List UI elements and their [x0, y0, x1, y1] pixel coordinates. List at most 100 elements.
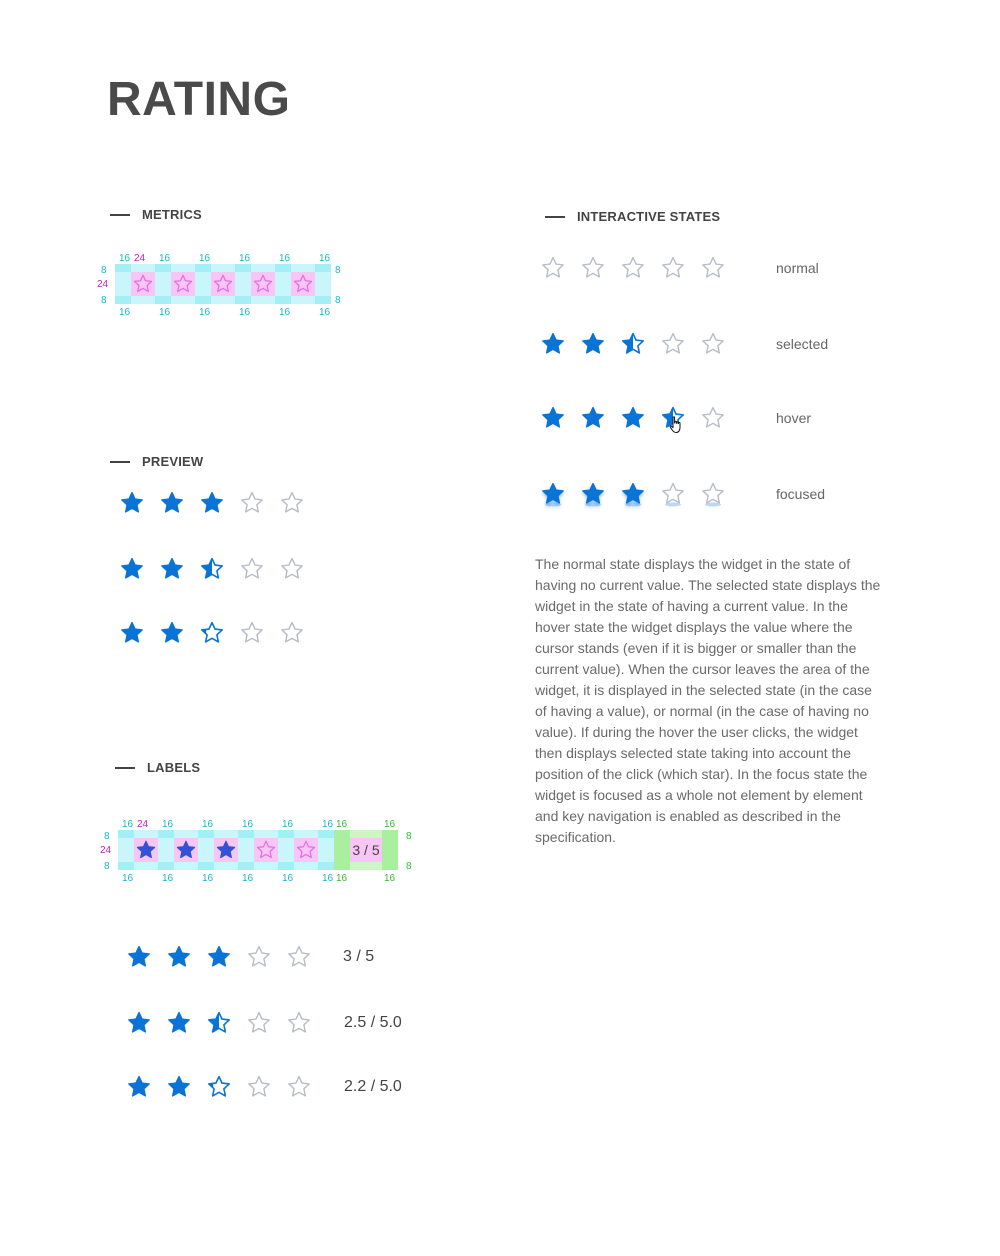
star-icon[interactable]	[287, 1075, 311, 1099]
gap-marker	[115, 264, 131, 272]
star-icon[interactable]	[200, 491, 224, 515]
gap-marker	[195, 264, 211, 272]
rating-stars[interactable]	[127, 1075, 311, 1099]
star-icon[interactable]	[541, 482, 565, 507]
label-gap-label: 16	[384, 819, 396, 830]
star-icon[interactable]	[541, 406, 565, 430]
gap-label: 16	[279, 307, 291, 318]
star-icon[interactable]	[200, 557, 224, 581]
star-icon[interactable]	[661, 332, 685, 356]
rating-stars[interactable]	[120, 621, 304, 645]
rating-stars[interactable]	[541, 256, 725, 280]
star-icon[interactable]	[247, 945, 271, 969]
star-icon[interactable]	[167, 1075, 191, 1099]
gap-label: 16	[239, 253, 251, 264]
star-icon[interactable]	[207, 1075, 231, 1099]
star-icon[interactable]	[541, 256, 565, 280]
rating-stars[interactable]	[120, 491, 304, 515]
rating-stars[interactable]	[127, 1011, 311, 1035]
gap-marker	[318, 830, 334, 838]
rating-stars[interactable]	[120, 557, 304, 581]
star-icon[interactable]	[247, 1011, 271, 1035]
star-icon[interactable]	[240, 621, 264, 645]
star-icon[interactable]	[621, 332, 645, 356]
rating-stars[interactable]	[127, 945, 311, 969]
state-row-hover: hover	[541, 406, 811, 433]
padding-label: 8	[406, 831, 412, 842]
star-icon[interactable]	[240, 491, 264, 515]
star-icon	[293, 274, 313, 294]
star-icon	[133, 274, 153, 294]
gap-label: 16	[119, 253, 131, 264]
star-icon[interactable]	[280, 557, 304, 581]
gap-label: 16	[202, 873, 214, 884]
star-icon[interactable]	[621, 406, 645, 430]
gap-marker	[318, 862, 334, 870]
star-icon[interactable]	[701, 256, 725, 280]
gap-label: 16	[162, 819, 174, 830]
star-icon[interactable]	[621, 482, 645, 507]
rating-stars[interactable]	[541, 406, 725, 430]
star-icon[interactable]	[120, 491, 144, 515]
star-icon[interactable]	[200, 621, 224, 645]
gap-label: 16	[319, 253, 331, 264]
star-icon[interactable]	[541, 332, 565, 356]
star-icon[interactable]	[240, 557, 264, 581]
gap-marker	[155, 264, 171, 272]
gap-marker	[238, 830, 254, 838]
star-icon[interactable]	[661, 482, 685, 507]
preview-section-title: PREVIEW	[142, 454, 204, 469]
star-icon[interactable]	[127, 945, 151, 969]
star-icon	[173, 274, 193, 294]
star-icon[interactable]	[701, 332, 725, 356]
metrics-diagram: 16 16 16 16 16 16 16 16 16 16 16 16 24 24 8 8 8 8	[95, 252, 355, 322]
section-dash	[115, 766, 135, 769]
star-icon[interactable]	[581, 256, 605, 280]
star-icon[interactable]	[701, 406, 725, 430]
star-icon	[176, 840, 196, 860]
metrics-section-title: METRICS	[142, 207, 202, 222]
star-icon[interactable]	[127, 1011, 151, 1035]
gap-label: 16	[159, 307, 171, 318]
gap-label: 16	[122, 819, 134, 830]
rating-stars[interactable]	[541, 332, 725, 356]
gap-label: 16	[242, 873, 254, 884]
star-icon[interactable]	[621, 256, 645, 280]
star-icon[interactable]	[661, 256, 685, 280]
star-icon[interactable]	[581, 406, 605, 430]
star-icon[interactable]	[247, 1075, 271, 1099]
interactive-section-title: INTERACTIVE STATES	[577, 209, 721, 224]
state-row-selected: selected	[541, 332, 828, 356]
labels-section-header: LABELS	[115, 760, 200, 775]
star-icon[interactable]	[160, 491, 184, 515]
gap-marker	[278, 862, 294, 870]
star-icon[interactable]	[280, 491, 304, 515]
states-description: The normal state displays the widget in …	[535, 556, 881, 845]
star-icon[interactable]	[287, 1011, 311, 1035]
star-icon[interactable]	[127, 1075, 151, 1099]
state-label: normal	[776, 260, 819, 276]
gap-marker	[238, 862, 254, 870]
section-dash	[110, 213, 130, 216]
star-icon[interactable]	[167, 945, 191, 969]
star-icon[interactable]	[287, 945, 311, 969]
star-icon[interactable]	[120, 621, 144, 645]
star-icon[interactable]	[701, 482, 725, 507]
star-icon[interactable]	[280, 621, 304, 645]
star-icon[interactable]	[207, 945, 231, 969]
state-label: selected	[776, 336, 829, 352]
rating-stars[interactable]	[541, 482, 725, 507]
gap-label: 16	[122, 873, 134, 884]
star-icon[interactable]	[207, 1011, 231, 1035]
star-icon[interactable]	[581, 482, 605, 507]
star-icon[interactable]	[120, 557, 144, 581]
star-icon[interactable]	[160, 621, 184, 645]
star-icon[interactable]	[160, 557, 184, 581]
gap-marker	[198, 830, 214, 838]
preview-section-header: PREVIEW	[110, 454, 203, 469]
star-icon[interactable]	[581, 332, 605, 356]
padding-label: 8	[101, 265, 107, 276]
star-icon[interactable]	[167, 1011, 191, 1035]
section-dash	[110, 460, 130, 463]
star-size-label: 24	[134, 253, 146, 264]
